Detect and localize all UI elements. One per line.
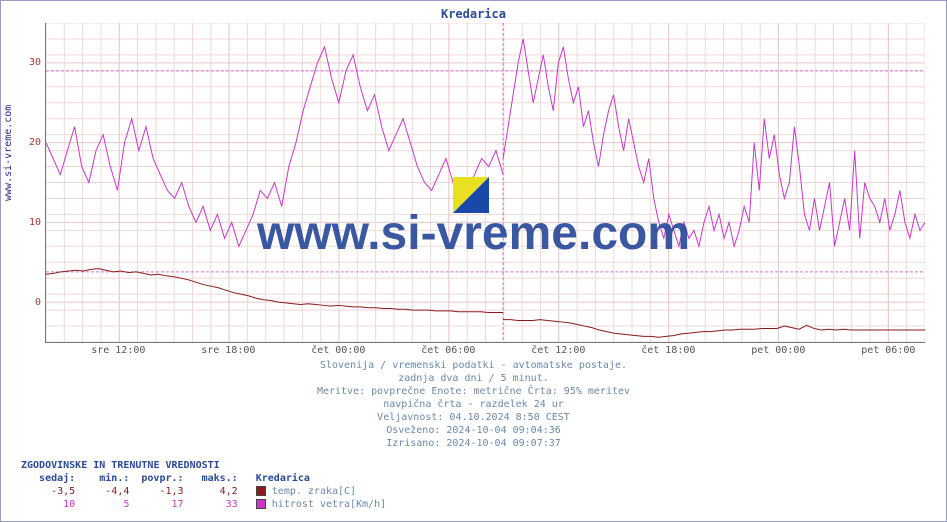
y-tick-label: 30 bbox=[25, 57, 41, 68]
caption-line: zadnja dva dni / 5 minut. bbox=[1, 372, 946, 385]
series-label: temp. zraka[C] bbox=[272, 486, 356, 497]
series-swatch bbox=[256, 499, 266, 509]
series-swatch bbox=[256, 486, 266, 496]
stats-location: Kredarica bbox=[256, 472, 310, 485]
caption-line: Slovenija / vremenski podatki - avtomats… bbox=[1, 359, 946, 372]
stats-block: ZGODOVINSKE IN TRENUTNE VREDNOSTI sedaj:… bbox=[21, 459, 386, 511]
y-tick-label: 20 bbox=[25, 137, 41, 148]
plot-area bbox=[45, 23, 925, 343]
x-tick-label: pet 00:00 bbox=[751, 345, 805, 356]
x-tick-label: sre 18:00 bbox=[201, 345, 255, 356]
caption-line: Veljavnost: 04.10.2024 8:50 CEST bbox=[1, 411, 946, 424]
stats-title: ZGODOVINSKE IN TRENUTNE VREDNOSTI bbox=[21, 459, 386, 472]
caption-line: Osveženo: 2024-10-04 09:04:36 bbox=[1, 424, 946, 437]
x-tick-label: čet 06:00 bbox=[421, 345, 475, 356]
plot-svg bbox=[46, 23, 925, 342]
chart-title: Kredarica bbox=[1, 7, 946, 21]
stats-header-row: sedaj: min.: povpr.: maks.: Kredarica bbox=[21, 472, 386, 485]
y-tick-label: 0 bbox=[25, 297, 41, 308]
x-tick-label: čet 18:00 bbox=[641, 345, 695, 356]
x-tick-label: čet 00:00 bbox=[311, 345, 365, 356]
yaxis-label: www.si-vreme.com bbox=[3, 105, 14, 201]
x-tick-label: pet 06:00 bbox=[861, 345, 915, 356]
series-label: hitrost vetra[Km/h] bbox=[272, 499, 386, 510]
chart-frame: Kredarica www.si-vreme.com 0 10 20 30 sre 1… bbox=[0, 0, 947, 522]
caption-line: Izrisano: 2024-10-04 09:07:37 bbox=[1, 437, 946, 450]
x-tick-label: čet 12:00 bbox=[531, 345, 585, 356]
stats-row: 10 5 17 33 hitrost vetra[Km/h] bbox=[21, 498, 386, 511]
stats-row: -3,5 -4,4 -1,3 4,2 temp. zraka[C] bbox=[21, 485, 386, 498]
caption-line: navpična črta - razdelek 24 ur bbox=[1, 398, 946, 411]
caption-line: Meritve: povprečne Enote: metrične Črta:… bbox=[1, 385, 946, 398]
caption-block: Slovenija / vremenski podatki - avtomats… bbox=[1, 359, 946, 450]
y-tick-label: 10 bbox=[25, 217, 41, 228]
x-tick-label: sre 12:00 bbox=[91, 345, 145, 356]
